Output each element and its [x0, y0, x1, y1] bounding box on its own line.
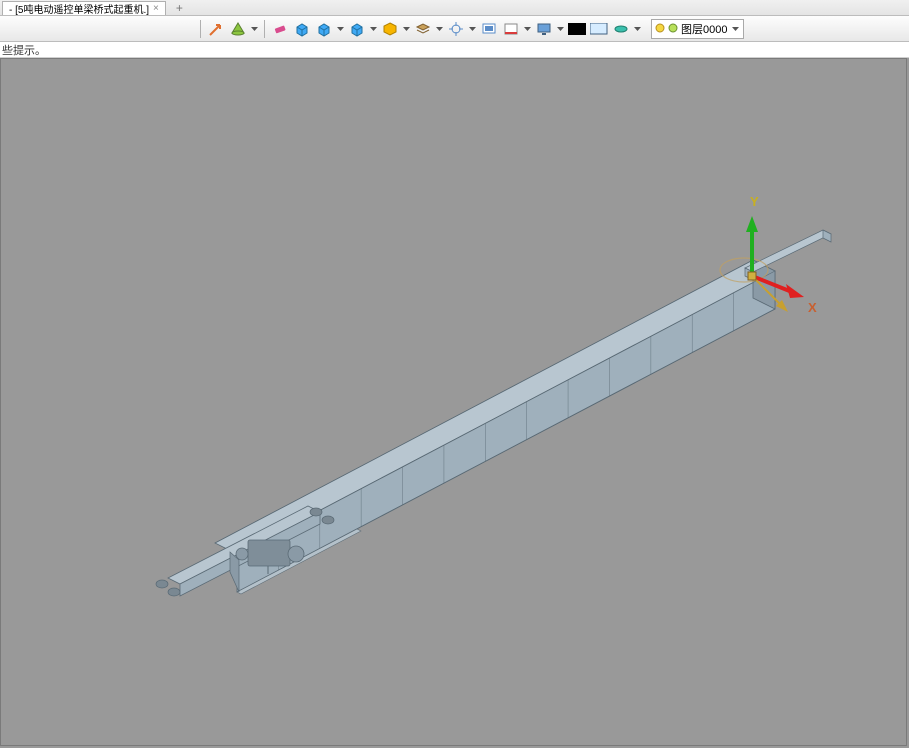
- layer-icon[interactable]: [414, 20, 432, 38]
- redline-icon[interactable]: [502, 20, 520, 38]
- svg-text:Y: Y: [750, 194, 759, 209]
- hint-bar: 些提示。: [0, 42, 909, 58]
- eraser-icon[interactable]: [271, 20, 289, 38]
- tab-bar: - [5吨电动遥控单梁桥式起重机.] × +: [0, 0, 909, 16]
- dropdown-arrow[interactable]: [370, 20, 377, 38]
- model-scene: YX: [0, 58, 909, 748]
- screen-icon[interactable]: [480, 20, 498, 38]
- measure-icon[interactable]: [207, 20, 225, 38]
- toolbar-separator: [264, 20, 265, 38]
- dropdown-arrow[interactable]: [469, 20, 476, 38]
- dropdown-arrow[interactable]: [436, 20, 443, 38]
- toolbar: 图层0000: [0, 16, 909, 42]
- viewport[interactable]: YX: [0, 58, 909, 748]
- box3-icon[interactable]: [348, 20, 366, 38]
- disc-icon[interactable]: [612, 20, 630, 38]
- dropdown-arrow[interactable]: [337, 20, 344, 38]
- sun-icon: [668, 23, 678, 35]
- material-icon[interactable]: [229, 20, 247, 38]
- dropdown-arrow[interactable]: [524, 20, 531, 38]
- poly-icon[interactable]: [381, 20, 399, 38]
- lightbulb-icon: [655, 23, 665, 35]
- target-icon[interactable]: [447, 20, 465, 38]
- new-tab-button[interactable]: +: [176, 1, 183, 15]
- box1-icon[interactable]: [293, 20, 311, 38]
- monitor-icon[interactable]: [535, 20, 553, 38]
- layer-label: 图层0000: [681, 21, 727, 37]
- layer-selector[interactable]: 图层0000: [651, 19, 744, 39]
- layer-dropdown[interactable]: [730, 27, 740, 31]
- dropdown-arrow[interactable]: [403, 20, 410, 38]
- box2-icon[interactable]: [315, 20, 333, 38]
- toolbar-separator: [200, 20, 201, 38]
- document-tab[interactable]: - [5吨电动遥控单梁桥式起重机.] ×: [2, 1, 166, 15]
- svg-text:X: X: [808, 300, 817, 315]
- dropdown-arrow[interactable]: [251, 20, 258, 38]
- white-swatch[interactable]: [590, 20, 608, 38]
- dropdown-arrow[interactable]: [634, 20, 641, 38]
- tab-title: - [5吨电动遥控单梁桥式起重机.]: [9, 1, 149, 16]
- hint-text: 些提示。: [2, 42, 46, 58]
- black-swatch[interactable]: [568, 20, 586, 38]
- close-icon[interactable]: ×: [153, 3, 159, 14]
- dropdown-arrow[interactable]: [557, 20, 564, 38]
